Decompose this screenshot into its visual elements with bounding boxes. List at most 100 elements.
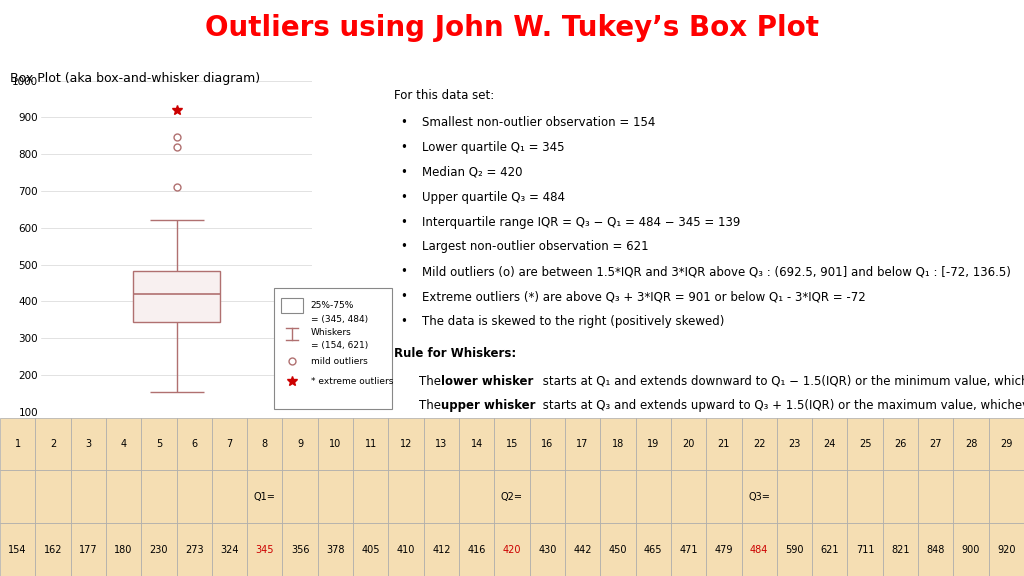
Text: 19: 19 [647, 439, 659, 449]
Bar [707, 471, 741, 523]
Bar [283, 471, 317, 523]
Text: 154: 154 [8, 544, 27, 555]
Bar [529, 471, 565, 523]
Text: 324: 324 [220, 544, 239, 555]
Text: 16: 16 [542, 439, 553, 449]
Text: •: • [400, 215, 408, 229]
Text: •: • [400, 266, 408, 278]
Text: Mild outliers (o) are between 1.5*IQR and 3*IQR above Q₃ : (692.5, 901] and belo: Mild outliers (o) are between 1.5*IQR an… [422, 266, 1011, 278]
Text: 25%-75%: 25%-75% [310, 301, 354, 310]
Text: •: • [400, 240, 408, 253]
Text: 378: 378 [327, 544, 345, 555]
Text: 8: 8 [262, 439, 268, 449]
Bar [388, 418, 424, 471]
Bar [71, 471, 105, 523]
Text: 230: 230 [150, 544, 168, 555]
Text: Upper quartile Q₃ = 484: Upper quartile Q₃ = 484 [422, 191, 565, 204]
Bar [636, 471, 671, 523]
Bar [848, 523, 883, 576]
Text: 24: 24 [823, 439, 836, 449]
Text: Q1=: Q1= [254, 492, 275, 502]
Text: 273: 273 [185, 544, 204, 555]
Bar [133, 271, 220, 321]
Bar [953, 471, 989, 523]
Bar [0, 523, 35, 576]
Text: 1: 1 [14, 439, 20, 449]
Text: 479: 479 [715, 544, 733, 555]
Bar [105, 523, 141, 576]
Bar [388, 471, 424, 523]
Bar [989, 523, 1024, 576]
Text: •: • [400, 290, 408, 303]
Bar [459, 418, 495, 471]
Text: 7: 7 [226, 439, 232, 449]
Bar [459, 523, 495, 576]
Text: Smallest non-outlier observation = 154: Smallest non-outlier observation = 154 [422, 116, 655, 129]
Text: Extreme outliers (*) are above Q₃ + 3*IQR = 901 or below Q₁ - 3*IQR = -72: Extreme outliers (*) are above Q₃ + 3*IQ… [422, 290, 866, 303]
Text: •: • [400, 315, 408, 328]
Text: 405: 405 [361, 544, 380, 555]
Bar [600, 418, 636, 471]
Bar [212, 471, 247, 523]
Text: 18: 18 [611, 439, 624, 449]
Bar [105, 418, 141, 471]
Bar [565, 418, 600, 471]
Text: 711: 711 [856, 544, 874, 555]
Text: 180: 180 [115, 544, 133, 555]
Text: mild outliers: mild outliers [310, 357, 368, 366]
Text: 2: 2 [50, 439, 56, 449]
Text: 356: 356 [291, 544, 309, 555]
Text: 442: 442 [573, 544, 592, 555]
Bar [247, 418, 283, 471]
Text: 17: 17 [577, 439, 589, 449]
Bar [282, 298, 303, 313]
Bar [317, 418, 353, 471]
Bar [495, 418, 529, 471]
Bar [883, 418, 919, 471]
Bar [919, 418, 953, 471]
Bar [353, 471, 388, 523]
Text: 345: 345 [256, 544, 274, 555]
Text: = (345, 484): = (345, 484) [310, 315, 368, 324]
Text: 15: 15 [506, 439, 518, 449]
Text: 14: 14 [471, 439, 482, 449]
Text: 12: 12 [400, 439, 413, 449]
Bar [777, 471, 812, 523]
Bar [176, 523, 212, 576]
Bar [388, 523, 424, 576]
Text: 900: 900 [962, 544, 980, 555]
Bar [247, 471, 283, 523]
Text: Largest non-outlier observation = 621: Largest non-outlier observation = 621 [422, 240, 649, 253]
Text: starts at Q₃ and extends upward to Q₃ + 1.5(IQR) or the maximum value, whichever: starts at Q₃ and extends upward to Q₃ + … [539, 399, 1024, 412]
Bar [989, 418, 1024, 471]
Text: 471: 471 [679, 544, 697, 555]
Text: Interquartile range IQR = Q₃ − Q₁ = 484 − 345 = 139: Interquartile range IQR = Q₃ − Q₁ = 484 … [422, 215, 740, 229]
Text: Q2=: Q2= [501, 492, 523, 502]
Bar [247, 523, 283, 576]
Bar [71, 418, 105, 471]
Bar [883, 523, 919, 576]
Text: 430: 430 [539, 544, 556, 555]
Text: 28: 28 [965, 439, 977, 449]
Bar [212, 523, 247, 576]
Text: * extreme outliers: * extreme outliers [310, 377, 393, 386]
Bar [636, 418, 671, 471]
Text: 416: 416 [468, 544, 485, 555]
Bar [141, 471, 176, 523]
Bar [424, 418, 459, 471]
Text: Rule for Whiskers:: Rule for Whiskers: [394, 347, 516, 360]
Bar [353, 523, 388, 576]
Text: 5: 5 [156, 439, 162, 449]
Bar [424, 523, 459, 576]
Bar [812, 471, 848, 523]
Text: 9: 9 [297, 439, 303, 449]
Bar [35, 418, 71, 471]
Text: Whiskers: Whiskers [310, 328, 351, 336]
Bar [671, 523, 707, 576]
Bar [565, 471, 600, 523]
Bar [707, 523, 741, 576]
Text: 465: 465 [644, 544, 663, 555]
Bar [883, 471, 919, 523]
Bar [989, 471, 1024, 523]
Bar [35, 523, 71, 576]
